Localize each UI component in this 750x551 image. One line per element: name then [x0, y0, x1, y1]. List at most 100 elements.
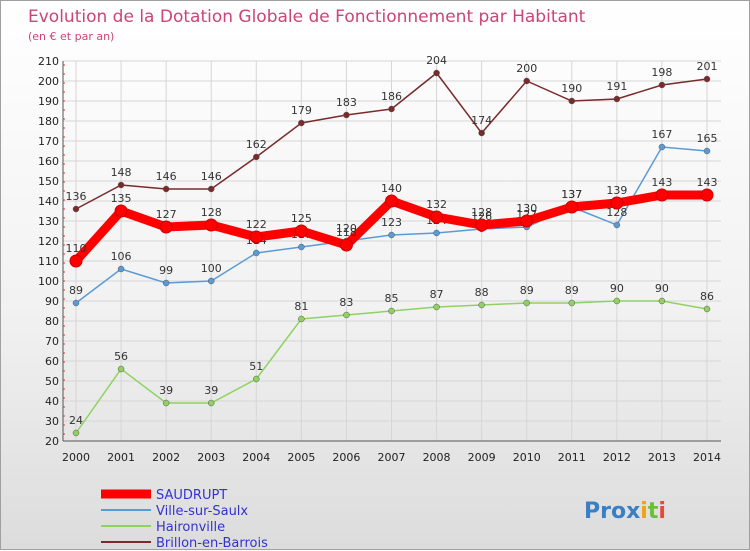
data-point: [568, 97, 576, 105]
data-point: [613, 221, 621, 229]
data-point: [72, 429, 80, 437]
data-point: [703, 305, 711, 313]
data-point: [433, 69, 440, 77]
y-tick-label: 100: [38, 275, 59, 288]
data-point: [520, 214, 534, 228]
y-tick-label: 180: [38, 115, 59, 128]
data-point: [249, 230, 263, 244]
data-label: 118: [336, 226, 357, 239]
data-label: 128: [471, 206, 492, 219]
x-tick-label: 2002: [152, 451, 180, 464]
data-label: 165: [697, 132, 718, 145]
y-tick-label: 150: [38, 175, 59, 188]
data-label: 200: [516, 62, 537, 75]
data-point: [117, 265, 125, 273]
data-label: 137: [561, 188, 582, 201]
data-label: 132: [426, 198, 447, 211]
data-point: [69, 254, 83, 268]
data-point: [117, 181, 125, 189]
data-label: 201: [697, 60, 718, 73]
data-point: [298, 119, 305, 127]
data-label: 89: [69, 284, 83, 297]
data-point: [388, 105, 395, 113]
data-label: 137: [561, 188, 582, 201]
data-label: 81: [294, 300, 308, 313]
data-point: [478, 301, 485, 309]
data-point: [298, 243, 305, 251]
data-label: 51: [249, 360, 263, 373]
logo-text-i1: i: [640, 499, 648, 524]
data-label: 100: [201, 262, 222, 275]
x-tick-label: 2003: [197, 451, 225, 464]
data-label: 143: [697, 176, 718, 189]
legend-item: Brillon-en-Barrois: [101, 536, 268, 551]
data-point: [478, 129, 485, 137]
data-point: [568, 299, 576, 307]
data-label: 24: [69, 414, 83, 427]
data-label: 88: [475, 286, 489, 299]
axes: 20 30 40 50 60 70 80 90 100 110 120 130 140 150 160 170…: [38, 55, 721, 464]
y-tick-label: 80: [45, 315, 59, 328]
data-point: [655, 188, 669, 202]
logo-text-i2: i: [658, 499, 666, 524]
data-label: 128: [201, 206, 222, 219]
data-point: [72, 299, 80, 307]
data-label: 139: [606, 184, 627, 197]
data-point: [253, 153, 260, 161]
legend-label: Ville-sur-Saulx: [156, 504, 248, 519]
data-point: [339, 238, 353, 252]
data-point: [703, 75, 711, 83]
data-point: [388, 231, 395, 239]
series-haironville: 24 56 39 39 51 81 83 85 87 88 89 89 90 90 86: [69, 282, 714, 437]
proxiti-logo: Proxiti: [584, 499, 666, 524]
data-label: 89: [520, 284, 534, 297]
chart-title: Evolution de la Dotation Globale de Fonc…: [28, 7, 586, 27]
data-label: 143: [651, 176, 672, 189]
data-label: 85: [385, 292, 399, 305]
data-label: 39: [159, 384, 173, 397]
data-point: [700, 188, 714, 202]
y-tick-label: 170: [38, 135, 59, 148]
y-tick-label: 140: [38, 195, 59, 208]
data-label: 123: [381, 216, 402, 229]
data-label: 120: [336, 222, 357, 235]
y-tick-label: 130: [38, 215, 59, 228]
chart-subtitle: (en € et par an): [28, 30, 114, 43]
y-tick-label: 110: [38, 255, 59, 268]
data-point: [610, 196, 624, 210]
y-tick-label: 190: [38, 95, 59, 108]
data-point: [162, 399, 170, 407]
data-label: 86: [700, 290, 714, 303]
y-tick-label: 200: [38, 75, 59, 88]
data-point: [613, 297, 621, 305]
data-point: [433, 229, 440, 237]
y-tick-label: 70: [45, 335, 59, 348]
x-tick-label: 2013: [648, 451, 676, 464]
x-tick-label: 2007: [378, 451, 406, 464]
data-point: [430, 210, 444, 224]
y-tick-label: 20: [45, 435, 59, 448]
data-point: [385, 194, 398, 208]
y-tick-label: 30: [45, 415, 59, 428]
data-point: [253, 249, 260, 257]
y-tick-label: 120: [38, 235, 59, 248]
data-point: [565, 200, 579, 214]
data-label: 125: [291, 212, 312, 225]
data-label: 190: [561, 82, 582, 95]
x-tick-label: 2005: [287, 451, 315, 464]
data-point: [658, 143, 666, 151]
data-point: [343, 311, 350, 319]
data-point: [298, 315, 305, 323]
data-point: [207, 277, 215, 285]
data-point: [159, 220, 173, 234]
x-tick-label: 2004: [242, 451, 270, 464]
data-label: 130: [516, 202, 537, 215]
data-label: 135: [111, 192, 132, 205]
x-tick-label: 2011: [558, 451, 586, 464]
data-point: [658, 297, 666, 305]
legend-label: Haironville: [156, 520, 225, 535]
data-point: [433, 303, 440, 311]
data-label: 186: [381, 90, 402, 103]
data-label: 128: [606, 206, 627, 219]
